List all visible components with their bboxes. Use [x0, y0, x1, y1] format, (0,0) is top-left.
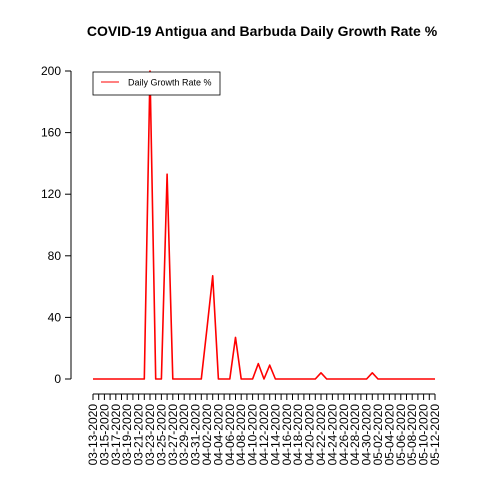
x-tick-label: 04-30-2020 — [360, 404, 374, 466]
chart-title: COVID-19 Antigua and Barbuda Daily Growt… — [87, 23, 438, 39]
legend: Daily Growth Rate % — [92, 71, 221, 96]
y-tick-label: 0 — [54, 372, 61, 386]
x-tick-label: 04-02-2020 — [200, 404, 214, 466]
x-tick-label: 03-25-2020 — [154, 404, 168, 466]
x-tick-label: 04-18-2020 — [291, 404, 305, 466]
y-tick-label: 200 — [41, 64, 61, 78]
x-tick-label: 03-31-2020 — [189, 404, 203, 466]
x-tick-label: 04-08-2020 — [234, 404, 248, 466]
x-tick-label: 03-17-2020 — [109, 404, 123, 466]
series-line-daily-growth-rate — [93, 70, 435, 380]
x-tick-label: 04-14-2020 — [268, 404, 282, 466]
x-tick-label: 04-22-2020 — [314, 404, 328, 466]
y-axis: 0 40 80 120 160 200 — [41, 64, 72, 386]
x-tick-label: 04-12-2020 — [257, 404, 271, 466]
x-tick-label: 03-15-2020 — [97, 404, 111, 466]
legend-box — [92, 71, 221, 96]
x-tick-label: 03-19-2020 — [120, 404, 134, 466]
x-tick-label: 03-23-2020 — [143, 404, 157, 466]
y-tick-label: 120 — [41, 187, 61, 201]
x-tick-label: 04-26-2020 — [337, 404, 351, 466]
x-tick-label: 05-10-2020 — [417, 404, 431, 466]
x-tick-label: 04-24-2020 — [325, 404, 339, 466]
x-tick-label: 03-27-2020 — [166, 404, 180, 466]
x-tick-label: 04-06-2020 — [223, 404, 237, 466]
y-tick-label: 160 — [41, 126, 61, 140]
x-tick-label: 04-28-2020 — [348, 404, 362, 466]
x-axis: 03-13-202003-15-202003-17-202003-19-2020… — [86, 393, 442, 466]
x-tick-label: 04-04-2020 — [211, 404, 225, 466]
legend-label: Daily Growth Rate % — [128, 78, 212, 88]
x-tick-label: 05-04-2020 — [382, 404, 396, 466]
x-tick-label: 04-20-2020 — [303, 404, 317, 466]
x-tick-label: 03-21-2020 — [132, 404, 146, 466]
x-tick-label: 04-10-2020 — [246, 404, 260, 466]
x-tick-label: 03-29-2020 — [177, 404, 191, 466]
x-tick-label: 05-02-2020 — [371, 404, 385, 466]
series-layer — [93, 70, 435, 380]
x-tick-label: 03-13-2020 — [86, 404, 100, 466]
x-tick-label: 04-16-2020 — [280, 404, 294, 466]
x-tick-label: 05-06-2020 — [394, 404, 408, 466]
x-tick-label: 05-12-2020 — [428, 404, 442, 466]
y-tick-label: 40 — [48, 310, 62, 324]
y-tick-label: 80 — [48, 249, 62, 263]
x-tick-label: 05-08-2020 — [405, 404, 419, 466]
